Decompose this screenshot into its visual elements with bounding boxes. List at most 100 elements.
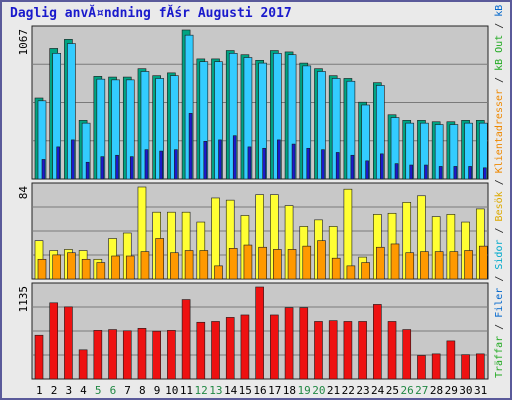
x-tick-label-day-9: 9 (154, 384, 161, 397)
bar-sites-day-9 (155, 238, 164, 280)
x-tick-label-day-14: 14 (224, 384, 238, 397)
x-tick-label-day-13: 13 (209, 384, 222, 397)
bar-pages-day-30 (468, 166, 472, 180)
x-tick-label-day-28: 28 (430, 384, 443, 397)
bar-kbytes-day-1 (34, 334, 44, 380)
x-tick-label-day-17: 17 (268, 384, 281, 397)
x-tick-label-day-26: 26 (400, 384, 413, 397)
bar-kbytes-day-18 (284, 307, 294, 380)
legend-entry-1: Träffar (494, 336, 505, 378)
bar-pages-day-1 (41, 159, 46, 180)
bar-pages-day-7 (129, 156, 134, 180)
x-tick-label-day-30: 30 (459, 384, 472, 397)
bar-sites-day-19 (302, 245, 312, 280)
bar-pages-day-8 (144, 149, 149, 180)
bar-kbytes-day-12 (196, 321, 206, 380)
x-tick-label-day-21: 21 (327, 384, 340, 397)
bar-sites-day-2 (52, 254, 62, 280)
legend-entry-6: / (494, 221, 505, 239)
bar-kbytes-day-11 (181, 299, 191, 380)
x-tick-label-day-11: 11 (180, 384, 193, 397)
bar-pages-day-5 (100, 156, 105, 180)
bar-pages-day-24 (380, 153, 384, 180)
legend-entry-10: / (494, 71, 505, 89)
bar-kbytes-day-14 (225, 317, 235, 380)
legend-entry-12: / (494, 17, 505, 35)
bar-sites-day-31 (478, 245, 488, 280)
x-tick-label-day-8: 8 (139, 384, 146, 397)
bar-kbytes-day-25 (387, 321, 397, 380)
x-tick-label-day-29: 29 (445, 384, 458, 397)
panel-2-ymax-label: 84 (17, 186, 30, 200)
bar-kbytes-day-27 (417, 355, 426, 380)
x-tick-label-day-2: 2 (51, 384, 58, 397)
bar-kbytes-day-30 (461, 354, 470, 380)
bar-sites-day-6 (111, 255, 120, 280)
x-tick-label-day-7: 7 (124, 384, 131, 397)
panel-1-ymax-label: 1067 (17, 29, 30, 56)
bar-pages-day-3 (71, 139, 75, 180)
bar-pages-day-14 (232, 135, 237, 180)
bar-sites-day-5 (96, 262, 106, 280)
chart-title: Daglig anvĂ¤ndning fĂśr Augusti 2017 (10, 6, 292, 21)
x-tick-label-day-6: 6 (110, 384, 117, 397)
bar-kbytes-day-3 (64, 306, 73, 380)
bar-kbytes-day-13 (211, 321, 220, 380)
bar-pages-day-28 (438, 166, 443, 180)
x-tick-label-day-27: 27 (415, 384, 428, 397)
bar-pages-day-2 (56, 146, 61, 180)
bar-pages-day-11 (188, 113, 193, 180)
bar-pages-day-20 (321, 149, 325, 180)
bar-kbytes-day-23 (358, 321, 367, 380)
bar-sites-day-27 (420, 251, 429, 280)
panel-3-ymax-label: 1135 (17, 286, 30, 313)
legend-entry-8: / (494, 173, 505, 191)
bar-sites-day-20 (317, 240, 326, 280)
bar-pages-day-19 (306, 147, 311, 180)
bar-pages-day-15 (247, 146, 252, 180)
x-tick-label-day-12: 12 (195, 384, 208, 397)
bar-sites-day-3 (67, 252, 76, 280)
bar-kbytes-day-8 (137, 328, 147, 380)
x-tick-label-day-15: 15 (239, 384, 252, 397)
x-tick-label-day-20: 20 (312, 384, 325, 397)
bar-sites-day-12 (199, 250, 209, 280)
bar-pages-day-26 (409, 164, 414, 180)
legend: Träffar / Filer / Sidor / Besök / Klient… (494, 2, 505, 378)
x-tick-label-day-4: 4 (80, 384, 87, 397)
bar-sites-day-25 (390, 243, 400, 280)
bar-sites-day-14 (228, 248, 238, 280)
bar-pages-day-18 (291, 143, 296, 180)
bar-pages-day-16 (262, 147, 266, 180)
bar-pages-day-27 (424, 164, 428, 180)
x-tick-label-day-18: 18 (283, 384, 296, 397)
bar-pages-day-25 (394, 163, 399, 180)
bar-sites-day-22 (346, 265, 356, 280)
bar-sites-day-15 (243, 244, 253, 280)
legend-entry-9: Klientadresser (494, 89, 505, 173)
legend-entry-13: kB In (494, 2, 505, 17)
bar-kbytes-day-17 (270, 314, 279, 380)
bar-sites-day-21 (331, 257, 341, 280)
bar-pages-day-23 (365, 160, 369, 180)
bar-sites-day-16 (258, 246, 267, 280)
x-tick-label-day-25: 25 (386, 384, 399, 397)
x-tick-label-day-1: 1 (36, 384, 43, 397)
bar-kbytes-day-22 (343, 321, 353, 380)
bar-pages-day-21 (335, 152, 340, 180)
bar-sites-day-28 (434, 251, 444, 280)
bar-pages-day-10 (174, 149, 178, 180)
bar-kbytes-day-2 (49, 302, 59, 380)
bar-sites-day-30 (464, 250, 473, 280)
bar-kbytes-day-5 (93, 330, 103, 380)
bar-kbytes-day-10 (167, 330, 176, 380)
bar-kbytes-day-20 (314, 321, 323, 380)
bar-kbytes-day-6 (108, 329, 117, 380)
bar-sites-day-23 (361, 262, 370, 280)
bar-pages-day-6 (115, 154, 119, 180)
x-tick-label-day-5: 5 (95, 384, 102, 397)
bar-kbytes-day-29 (446, 340, 456, 380)
bar-sites-day-18 (287, 249, 297, 280)
bar-visits-day-22 (343, 188, 353, 280)
